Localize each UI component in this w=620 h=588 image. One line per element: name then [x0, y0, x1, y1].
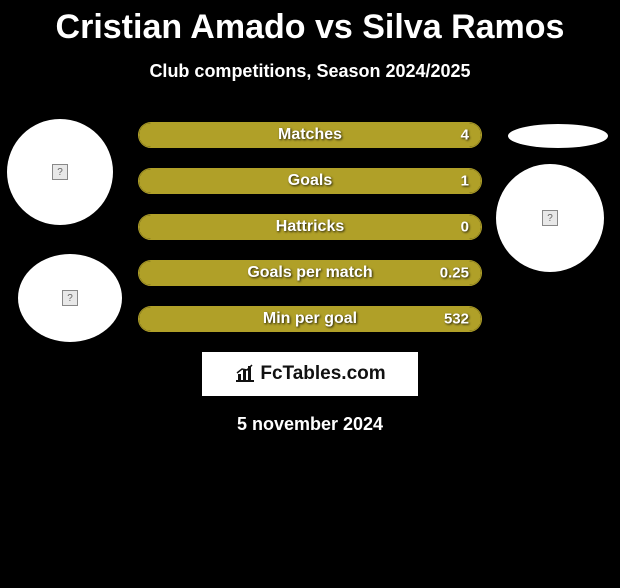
stats-container: Matches 4 Goals 1 Hattricks 0 Goals per … — [138, 122, 482, 352]
avatar-right: ? — [496, 164, 604, 272]
stat-row: Min per goal 532 — [138, 306, 482, 332]
image-placeholder-icon: ? — [52, 164, 68, 180]
stat-row: Matches 4 — [138, 122, 482, 148]
stat-row: Hattricks 0 — [138, 214, 482, 240]
oval-decoration — [508, 124, 608, 148]
stat-value: 532 — [444, 311, 469, 328]
stat-label: Goals — [288, 172, 332, 190]
brand-text: FcTables.com — [260, 363, 385, 385]
stat-value: 0.25 — [440, 265, 469, 282]
date-text: 5 november 2024 — [0, 414, 620, 435]
stat-value: 1 — [461, 173, 469, 190]
stat-value: 0 — [461, 219, 469, 236]
avatar-left-bottom: ? — [18, 254, 122, 342]
image-placeholder-icon: ? — [542, 210, 558, 226]
stat-label: Min per goal — [263, 310, 357, 328]
image-placeholder-icon: ? — [62, 290, 78, 306]
brand-box[interactable]: FcTables.com — [202, 352, 418, 396]
stat-row: Goals per match 0.25 — [138, 260, 482, 286]
stat-label: Matches — [278, 126, 342, 144]
page-title: Cristian Amado vs Silva Ramos — [0, 8, 620, 47]
stat-label: Goals per match — [247, 264, 372, 282]
stat-row: Goals 1 — [138, 168, 482, 194]
avatar-left-top: ? — [7, 119, 113, 225]
stat-label: Hattricks — [276, 218, 344, 236]
stat-value: 4 — [461, 127, 469, 144]
bar-chart-icon — [234, 361, 256, 388]
page-subtitle: Club competitions, Season 2024/2025 — [0, 61, 620, 82]
